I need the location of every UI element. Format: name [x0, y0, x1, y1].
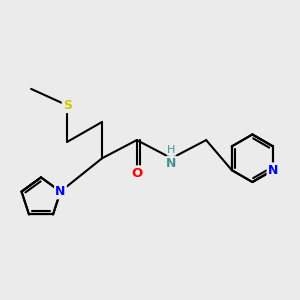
- Text: N: N: [55, 185, 66, 198]
- Text: N: N: [268, 164, 278, 177]
- Text: H: H: [167, 145, 176, 155]
- Text: O: O: [131, 167, 142, 180]
- Text: S: S: [63, 99, 72, 112]
- Text: N: N: [166, 157, 177, 170]
